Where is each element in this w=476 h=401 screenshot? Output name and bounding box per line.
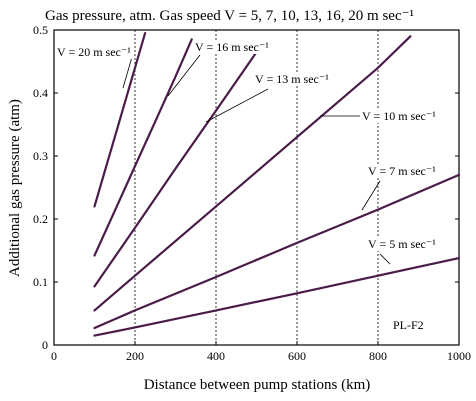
series-label-2: V = 10 m sec⁻¹ <box>362 109 436 123</box>
chart-title: Gas pressure, atm. Gas speed V = 5, 7, 1… <box>45 8 414 24</box>
series-line-0 <box>93 257 461 337</box>
series-label-0: V = 5 m sec⁻¹ <box>368 237 436 251</box>
series-label-bg-2 <box>360 109 439 123</box>
series-label-1: V = 7 m sec⁻¹ <box>368 164 436 178</box>
x-tick-label-800: 800 <box>369 349 387 363</box>
series-label-leader-5 <box>122 56 133 89</box>
series-label-bg-4 <box>193 40 272 54</box>
x-tick-label-0: 0 <box>51 349 57 363</box>
y-tick-label-0.5: 0.5 <box>33 23 48 37</box>
series-label-5: V = 20 m sec⁻¹ <box>57 45 131 59</box>
series-label-bg-3 <box>253 72 332 86</box>
series-line-5 <box>93 31 147 208</box>
x-tick-label-200: 200 <box>126 349 144 363</box>
series-line-3 <box>93 50 258 288</box>
series-label-4: V = 16 m sec⁻¹ <box>195 40 269 54</box>
y-tick-label-0.1: 0.1 <box>33 275 48 289</box>
series-line-2 <box>93 35 412 312</box>
y-tick-label-0.3: 0.3 <box>33 149 48 163</box>
axes <box>53 29 460 346</box>
y-tick-label-0.4: 0.4 <box>33 86 48 100</box>
series-label-leader-3 <box>205 88 269 123</box>
series-label-leader-0 <box>379 253 391 265</box>
series-line-4 <box>93 38 193 257</box>
series-label-3: V = 13 m sec⁻¹ <box>255 72 329 86</box>
x-axis-title: Distance between pump stations (km) <box>144 377 371 393</box>
series-label-bg-1 <box>366 164 439 178</box>
series-group <box>93 31 461 337</box>
x-tick-label-400: 400 <box>207 349 225 363</box>
series-label-bg-5 <box>55 45 134 59</box>
y-axis-title: Additional gas pressure (atm) <box>7 99 23 277</box>
chart-code-label: PL-F2 <box>393 318 424 332</box>
series-label-bg-0 <box>366 237 439 251</box>
x-tick-label-600: 600 <box>288 349 306 363</box>
y-tick-label-0: 0 <box>42 338 48 352</box>
series-labels: V = 5 m sec⁻¹ V = 7 m sec⁻¹ V = 10 m sec⁻¹… <box>55 40 439 265</box>
plot-frame <box>53 29 460 346</box>
series-label-leader-4 <box>167 54 201 97</box>
series-label-leader-1 <box>361 180 381 211</box>
series-line-1 <box>93 173 461 330</box>
y-tick-label-0.2: 0.2 <box>33 212 48 226</box>
ticks: 0 200 400 600 800 1000 0 0.1 0.2 0.3 0.4 0.5 <box>33 23 471 363</box>
x-tick-label-1000: 1000 <box>447 349 471 363</box>
